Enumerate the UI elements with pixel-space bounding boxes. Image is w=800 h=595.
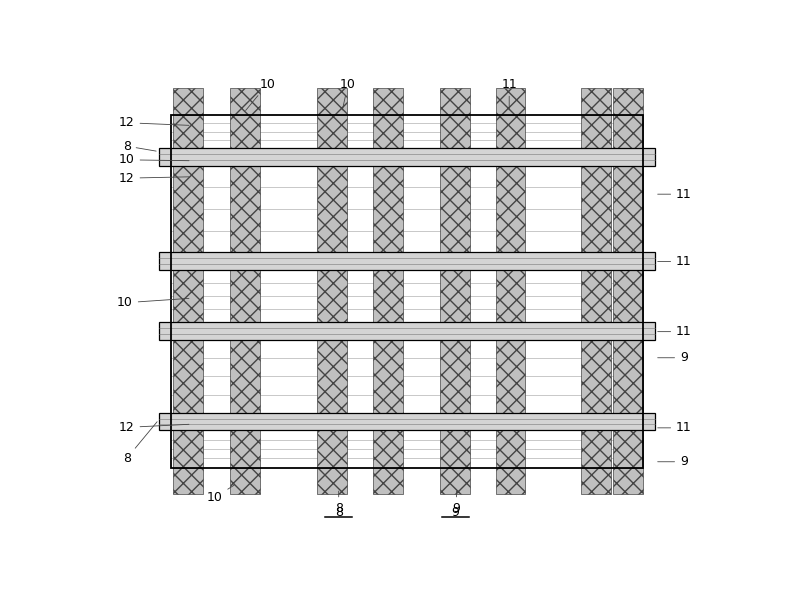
Bar [317,115,346,468]
Bar [581,468,611,494]
Bar [373,115,402,468]
Bar [581,115,611,468]
Bar [171,115,642,468]
Text: 11: 11 [658,325,692,338]
Text: 10: 10 [206,486,234,504]
Bar [173,468,203,494]
Bar [373,88,402,115]
Bar [173,88,203,115]
Bar [581,88,611,115]
Text: 11: 11 [502,78,517,110]
Bar [159,252,655,270]
Bar [173,115,203,468]
Bar [495,115,526,468]
Bar [614,468,643,494]
Text: 10: 10 [117,296,189,309]
Bar [440,115,470,468]
Text: 8: 8 [122,140,156,152]
Bar [230,88,260,115]
Bar [317,88,346,115]
Text: 9: 9 [658,455,688,468]
Bar [159,148,655,166]
Text: 11: 11 [658,421,692,434]
Text: 10: 10 [118,154,189,167]
Bar [495,88,526,115]
Text: 11: 11 [658,255,692,268]
Text: 9: 9 [658,351,688,364]
Bar [159,322,655,340]
Text: 8: 8 [334,506,342,519]
Bar [440,88,470,115]
Text: 10: 10 [246,78,275,111]
Text: 9: 9 [453,491,461,515]
Bar [159,413,655,430]
Bar [230,115,260,468]
Text: 9: 9 [451,506,459,519]
Bar [373,468,402,494]
Bar [230,468,260,494]
Bar [495,468,526,494]
Bar [317,468,346,494]
Bar [614,88,643,115]
Text: 12: 12 [118,116,189,129]
Text: 8: 8 [334,491,342,515]
Text: 8: 8 [122,422,157,465]
Text: 10: 10 [340,78,356,110]
Text: 12: 12 [118,171,189,184]
Bar [440,468,470,494]
Text: 12: 12 [118,421,189,434]
Text: 11: 11 [658,187,692,201]
Bar [614,115,643,468]
